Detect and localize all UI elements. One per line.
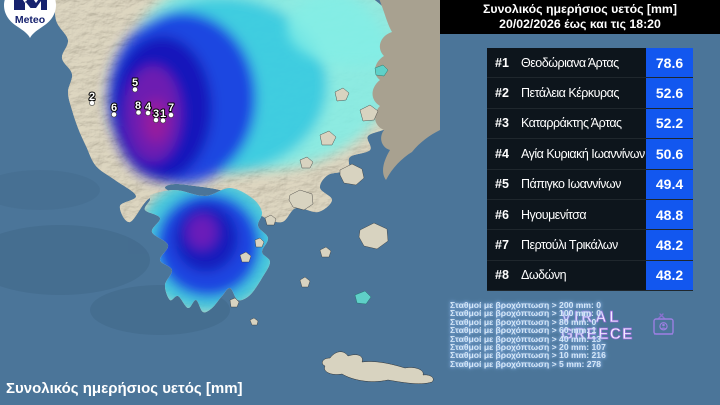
- svg-text:Meteo: Meteo: [15, 14, 45, 26]
